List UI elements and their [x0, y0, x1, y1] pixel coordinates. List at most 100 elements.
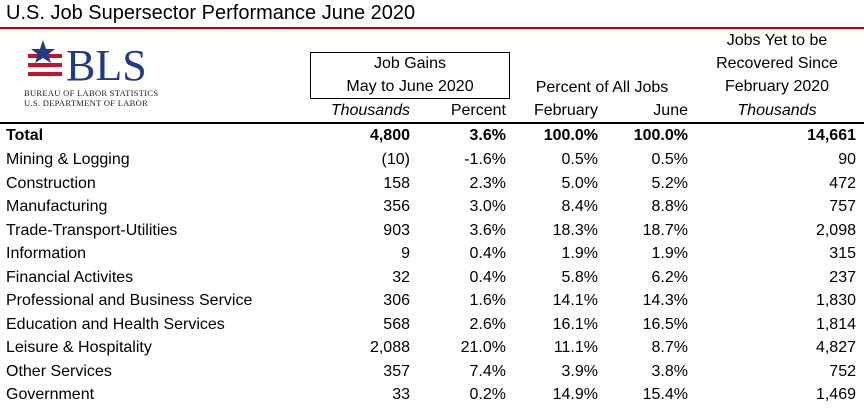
header-rule [0, 122, 864, 124]
cell-yet-to-recover: 757 [829, 198, 856, 215]
row-label: Total [6, 127, 44, 144]
row-label: Manufacturing [6, 198, 108, 215]
header-percent-of-all-jobs: Percent of All Jobs [535, 79, 669, 96]
cell-percent: -1.6% [464, 151, 506, 168]
cell-percent: 3.6% [469, 221, 506, 239]
cell-february: 18.3% [552, 221, 598, 239]
cell-february: 16.1% [552, 315, 598, 333]
cell-thousands: 33 [392, 386, 410, 403]
cell-percent: 0.4% [469, 245, 506, 262]
col-header-percent: Percent [450, 102, 506, 119]
cell-yet-to-recover: 237 [829, 268, 856, 286]
col-header-thousands: Thousands [330, 102, 410, 119]
header-may-to-june: May to June 2020 [346, 78, 474, 95]
row-label: Government [6, 386, 95, 403]
cell-june: 100.0% [633, 127, 688, 144]
table-row-total: Total 4,800 3.6% 100.0% 100.0% 14,661 [0, 124, 864, 148]
table-row: Financial Activites 32 0.4% 5.8% 6.2% 23… [0, 266, 864, 290]
cell-yet-to-recover: 1,830 [815, 292, 856, 309]
cell-percent: 21.0% [460, 339, 506, 356]
cell-june: 8.7% [651, 339, 688, 356]
cell-february: 1.9% [561, 245, 598, 262]
cell-yet-to-recover: 14,661 [807, 127, 856, 144]
table-row: Other Services 357 7.4% 3.9% 3.8% 752 [0, 360, 864, 384]
logo-line-department: U.S. DEPARTMENT OF LABOR [24, 98, 149, 108]
cell-june: 6.2% [651, 268, 688, 286]
row-label: Trade-Transport-Utilities [6, 221, 178, 239]
cell-thousands: 568 [383, 315, 410, 333]
cell-yet-to-recover: 1,814 [815, 315, 856, 333]
cell-thousands: 2,088 [369, 339, 410, 356]
cell-june: 3.8% [651, 362, 688, 380]
cell-thousands: (10) [381, 151, 410, 168]
row-label: Other Services [6, 362, 112, 380]
cell-yet-to-recover: 90 [838, 151, 856, 168]
cell-percent: 3.0% [469, 198, 506, 215]
row-label: Leisure & Hospitality [6, 339, 152, 356]
job-gains-box [310, 52, 510, 99]
cell-percent: 3.6% [469, 127, 506, 144]
cell-february: 5.0% [561, 174, 598, 192]
cell-february: 100.0% [543, 127, 598, 144]
cell-thousands: 158 [383, 174, 410, 192]
header-recovered-since: Recovered Since [716, 55, 838, 72]
cell-thousands: 32 [392, 268, 410, 286]
cell-thousands: 357 [383, 362, 410, 380]
cell-thousands: 903 [383, 221, 410, 239]
header-jobs-yet: Jobs Yet to be [726, 32, 828, 49]
cell-february: 3.9% [561, 362, 598, 380]
cell-june: 14.3% [642, 292, 688, 309]
table-row: Construction 158 2.3% 5.0% 5.2% 472 [0, 172, 864, 196]
cell-june: 1.9% [651, 245, 688, 262]
header-job-gains: Job Gains [373, 55, 447, 72]
cell-june: 15.4% [642, 386, 688, 403]
cell-february: 11.1% [553, 339, 598, 356]
cell-june: 18.7% [642, 221, 688, 239]
table-row: Education and Health Services 568 2.6% 1… [0, 313, 864, 337]
row-label: Professional and Business Service [6, 292, 253, 309]
title-rule [0, 27, 864, 29]
cell-yet-to-recover: 1,469 [815, 386, 856, 403]
cell-june: 5.2% [651, 174, 688, 192]
col-header-thousands-recovered: Thousands [737, 102, 817, 119]
logo-text: BLS [66, 41, 147, 88]
col-header-february: February [533, 102, 598, 119]
table-row: Trade-Transport-Utilities 903 3.6% 18.3%… [0, 219, 864, 243]
row-label: Information [6, 245, 87, 262]
row-label: Education and Health Services [6, 315, 225, 333]
cell-thousands: 356 [383, 198, 410, 215]
cell-february: 14.1% [552, 292, 598, 309]
cell-february: 8.4% [561, 198, 598, 215]
bls-logo: BLS BUREAU OF LABOR STATISTICS U.S. DEPA… [22, 36, 167, 108]
cell-yet-to-recover: 315 [829, 245, 856, 262]
cell-june: 0.5% [651, 151, 688, 168]
cell-percent: 2.3% [469, 174, 506, 192]
cell-thousands: 9 [401, 245, 410, 262]
cell-percent: 7.4% [469, 362, 506, 380]
cell-yet-to-recover: 472 [829, 174, 856, 192]
cell-percent: 1.6% [469, 292, 506, 309]
table-row: Government 33 0.2% 14.9% 15.4% 1,469 [0, 383, 864, 407]
cell-percent: 2.6% [469, 315, 506, 333]
cell-june: 8.8% [651, 198, 688, 215]
bls-logo-mark: BLS [28, 40, 147, 90]
table-row: Mining & Logging (10) -1.6% 0.5% 0.5% 90 [0, 148, 864, 172]
page-title: U.S. Job Supersector Performance June 20… [6, 2, 416, 24]
row-label: Mining & Logging [6, 151, 130, 168]
cell-february: 5.8% [561, 268, 598, 286]
col-header-june: June [653, 102, 688, 119]
table-row: Professional and Business Service 306 1.… [0, 289, 864, 313]
cell-yet-to-recover: 4,827 [815, 339, 856, 356]
table-row: Leisure & Hospitality 2,088 21.0% 11.1% … [0, 336, 864, 360]
cell-february: 14.9% [552, 386, 598, 403]
table-row: Manufacturing 356 3.0% 8.4% 8.8% 757 [0, 195, 864, 219]
cell-thousands: 306 [383, 292, 410, 309]
cell-percent: 0.4% [469, 268, 506, 286]
cell-percent: 0.2% [469, 386, 506, 403]
cell-june: 16.5% [642, 315, 688, 333]
table-row: Information 9 0.4% 1.9% 1.9% 315 [0, 242, 864, 266]
header-february-2020: February 2020 [724, 78, 830, 95]
row-label: Construction [6, 174, 96, 192]
cell-yet-to-recover: 2,098 [815, 221, 856, 239]
row-label: Financial Activites [6, 268, 134, 286]
